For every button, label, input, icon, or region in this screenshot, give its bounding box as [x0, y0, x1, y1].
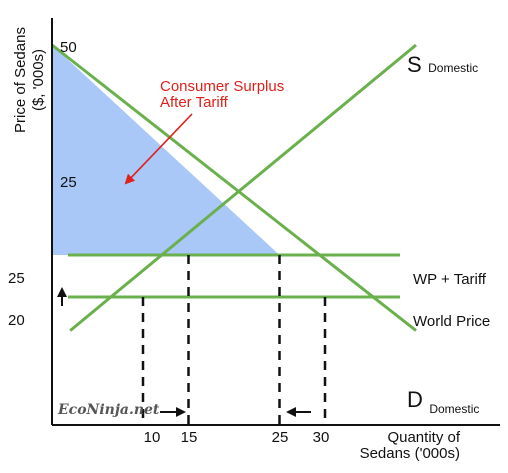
- wp-tariff-label: WP + Tariff: [413, 271, 487, 288]
- demand-letter: D: [407, 387, 423, 412]
- x-axis-title-line-1: Quantity of: [387, 429, 460, 446]
- y-tick-25: 25: [8, 270, 25, 287]
- world-price-label: World Price: [413, 313, 490, 330]
- annotation-line-1: Consumer Surplus: [160, 78, 284, 95]
- demand-subscript: Domestic: [429, 402, 479, 416]
- annotation-arrow: [124, 113, 193, 185]
- y-axis-title-line-2: ($, '000s): [30, 49, 47, 111]
- consumer-surplus-area: [52, 45, 280, 255]
- x-axis-title-line-2: Sedans ('000s): [360, 445, 460, 462]
- supply-curve-label: S Domestic: [407, 52, 478, 77]
- supply-curve: [69, 43, 417, 332]
- y-axis-title-line-1: Price of Sedans: [12, 27, 29, 133]
- x-tick-30: 30: [313, 429, 330, 446]
- x-tick-10: 10: [144, 429, 161, 446]
- watermark: EcoNinja.net: [57, 402, 160, 418]
- area-value-label: 25: [60, 174, 77, 191]
- y-tick-50: 50: [60, 39, 77, 56]
- demand-curve: [51, 43, 417, 332]
- supply-subscript: Domestic: [428, 61, 478, 75]
- demand-curve-label: D Domestic: [407, 387, 479, 416]
- x-tick-15: 15: [181, 429, 198, 446]
- x-tick-25: 25: [272, 429, 289, 446]
- annotation-line-2: After Tariff: [160, 94, 229, 111]
- supply-letter: S: [407, 52, 422, 77]
- y-tick-20: 20: [8, 312, 25, 329]
